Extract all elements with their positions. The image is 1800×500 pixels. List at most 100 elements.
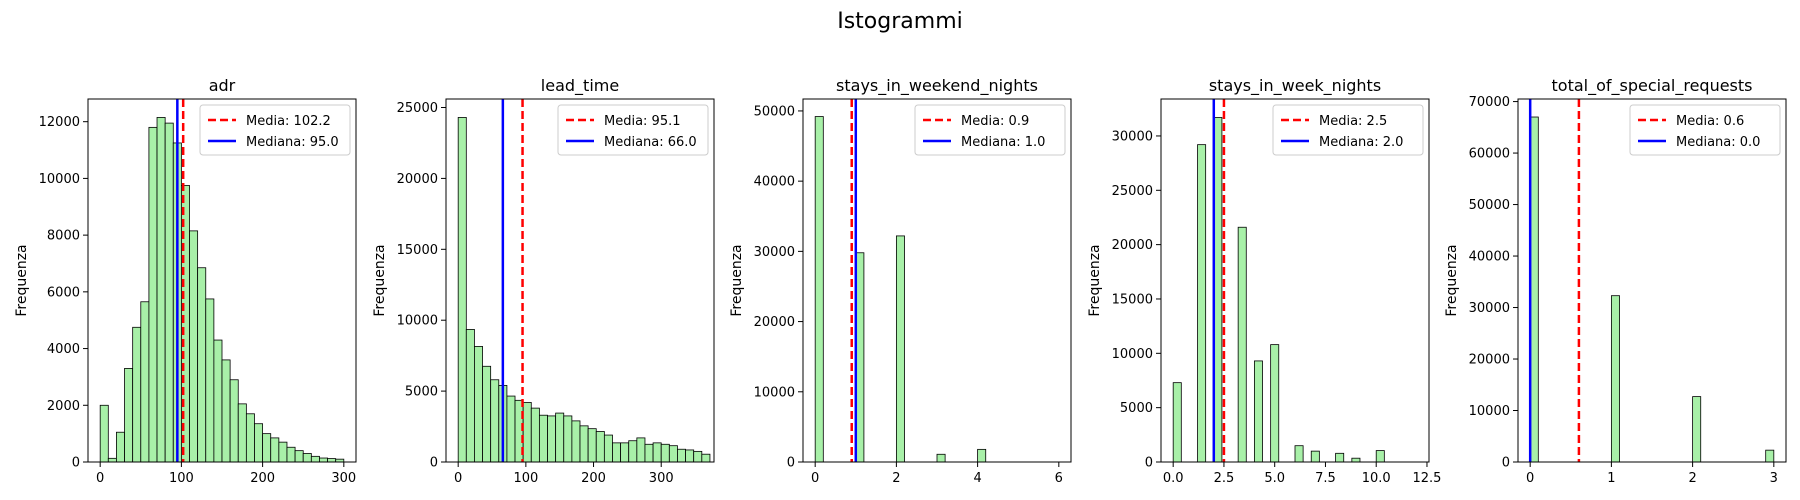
legend-mean-label: Media: 95.1 [604, 114, 681, 129]
legend-mean-label: Media: 0.9 [961, 114, 1029, 129]
histogram-bar [612, 442, 622, 463]
x-tick-label: 5.0 [1264, 471, 1285, 486]
x-tick-label: 300 [649, 471, 674, 486]
x-tick-label: 1 [1607, 471, 1615, 486]
y-tick-label: 10000 [397, 314, 438, 329]
axes-frame [87, 98, 357, 463]
histogram-bar [660, 443, 670, 463]
x-tick-label: 200 [581, 471, 606, 486]
x-tick-label: 6 [1055, 471, 1063, 486]
y-tick-label: 20000 [397, 172, 438, 187]
x-tick-label: 2 [1688, 471, 1696, 486]
histogram-bar [245, 413, 255, 463]
legend: Media: 0.6 Mediana: 0.0 [1629, 104, 1781, 156]
legend-median-label: Mediana: 95.0 [246, 135, 339, 150]
histogram-bars [1172, 117, 1385, 463]
histogram-bar [1253, 360, 1263, 463]
x-tick-label: 3 [1770, 471, 1778, 486]
y-tick-label: 0 [1145, 456, 1153, 471]
legend-box [1629, 104, 1781, 156]
histogram-bar [490, 379, 500, 463]
histogram-bar [1172, 382, 1182, 463]
histogram-bar [319, 457, 328, 463]
histogram-bar [895, 235, 905, 463]
legend-median-label: Mediana: 66.0 [604, 135, 697, 150]
y-tick-label: 25000 [397, 101, 438, 116]
axes-frame [802, 98, 1072, 463]
histogram-bar [1237, 226, 1247, 463]
histogram-bar [538, 414, 548, 463]
legend: Media: 95.1 Mediana: 66.0 [557, 104, 709, 156]
x-tick-label: 0 [454, 471, 462, 486]
histogram-bar [571, 420, 581, 463]
y-tick-label: 8000 [47, 229, 80, 244]
histogram-bar [124, 368, 134, 463]
y-tick-label: 20000 [1112, 238, 1153, 253]
histogram-bar [140, 301, 150, 463]
y-tick-label: 0 [787, 456, 795, 471]
histogram-bar [677, 448, 686, 463]
histogram-bar [620, 442, 630, 463]
histogram-bar [628, 440, 638, 463]
histogram-bar [1692, 396, 1702, 463]
histogram-bar [1197, 144, 1207, 463]
legend-box [1272, 104, 1424, 156]
y-axis-label: Frequenza [729, 244, 745, 316]
histogram-bar [579, 425, 589, 463]
y-tick-label: 15000 [1112, 292, 1153, 307]
histogram-bar [1310, 450, 1320, 463]
histogram-bar [107, 457, 117, 463]
legend: Media: 102.2 Mediana: 95.0 [199, 104, 351, 156]
histogram-bar [685, 449, 695, 463]
legend: Media: 0.9 Mediana: 1.0 [914, 104, 1066, 156]
x-tick-label: 0 [1526, 471, 1534, 486]
histogram-bar [1270, 344, 1280, 463]
x-tick-label: 300 [331, 471, 356, 486]
x-tick-label: 4 [973, 471, 981, 486]
histogram-panel-3: stays_in_weekend_nights Frequenza 0 2 4 6 0 100… [729, 76, 1072, 486]
chart-title: lead_time [541, 76, 619, 96]
histogram-bar [229, 379, 239, 463]
histogram-bar [278, 441, 288, 463]
histogram-bar [522, 402, 532, 463]
chart-title: total_of_special_requests [1552, 76, 1753, 96]
histogram-bar [482, 365, 492, 463]
histogram-bar [189, 230, 199, 463]
histogram-bar [474, 346, 483, 463]
y-tick-label: 12000 [39, 115, 80, 130]
histogram-bar [814, 116, 824, 463]
y-tick-label: 40000 [754, 175, 795, 190]
histogram-bar [213, 339, 223, 463]
y-tick-label: 20000 [754, 315, 795, 330]
histogram-bar [530, 407, 540, 463]
histogram-bar [652, 442, 662, 463]
x-tick-label: 12.5 [1412, 471, 1441, 486]
histogram-bar [237, 403, 247, 463]
y-tick-label: 5000 [1120, 401, 1153, 416]
x-tick-label: 10.0 [1362, 471, 1391, 486]
y-axis-label: Frequenza [1444, 244, 1460, 316]
y-tick-label: 50000 [1469, 198, 1510, 213]
histogram-bar [132, 326, 142, 463]
y-tick-label: 10000 [39, 172, 80, 187]
histogram-bar [1375, 450, 1385, 463]
histogram-bar [506, 395, 516, 463]
histogram-bar [936, 453, 946, 463]
x-tick-label: 7.5 [1315, 471, 1336, 486]
histogram-bar [221, 359, 231, 463]
histogram-bar [302, 453, 312, 463]
histogram-bar [1351, 457, 1361, 463]
legend-median-label: Mediana: 1.0 [961, 135, 1045, 150]
y-tick-label: 10000 [1112, 347, 1153, 362]
histogram-bar [197, 267, 207, 463]
y-tick-label: 30000 [1469, 301, 1510, 316]
histogram-bar [693, 450, 703, 463]
y-tick-label: 20000 [1469, 353, 1510, 368]
x-tick-label: 2 [892, 471, 900, 486]
histogram-bar [270, 437, 280, 463]
histogram-bar [595, 431, 605, 463]
legend-mean-label: Media: 102.2 [246, 114, 331, 129]
histogram-bar [563, 415, 573, 463]
histogram-bar [148, 126, 158, 463]
